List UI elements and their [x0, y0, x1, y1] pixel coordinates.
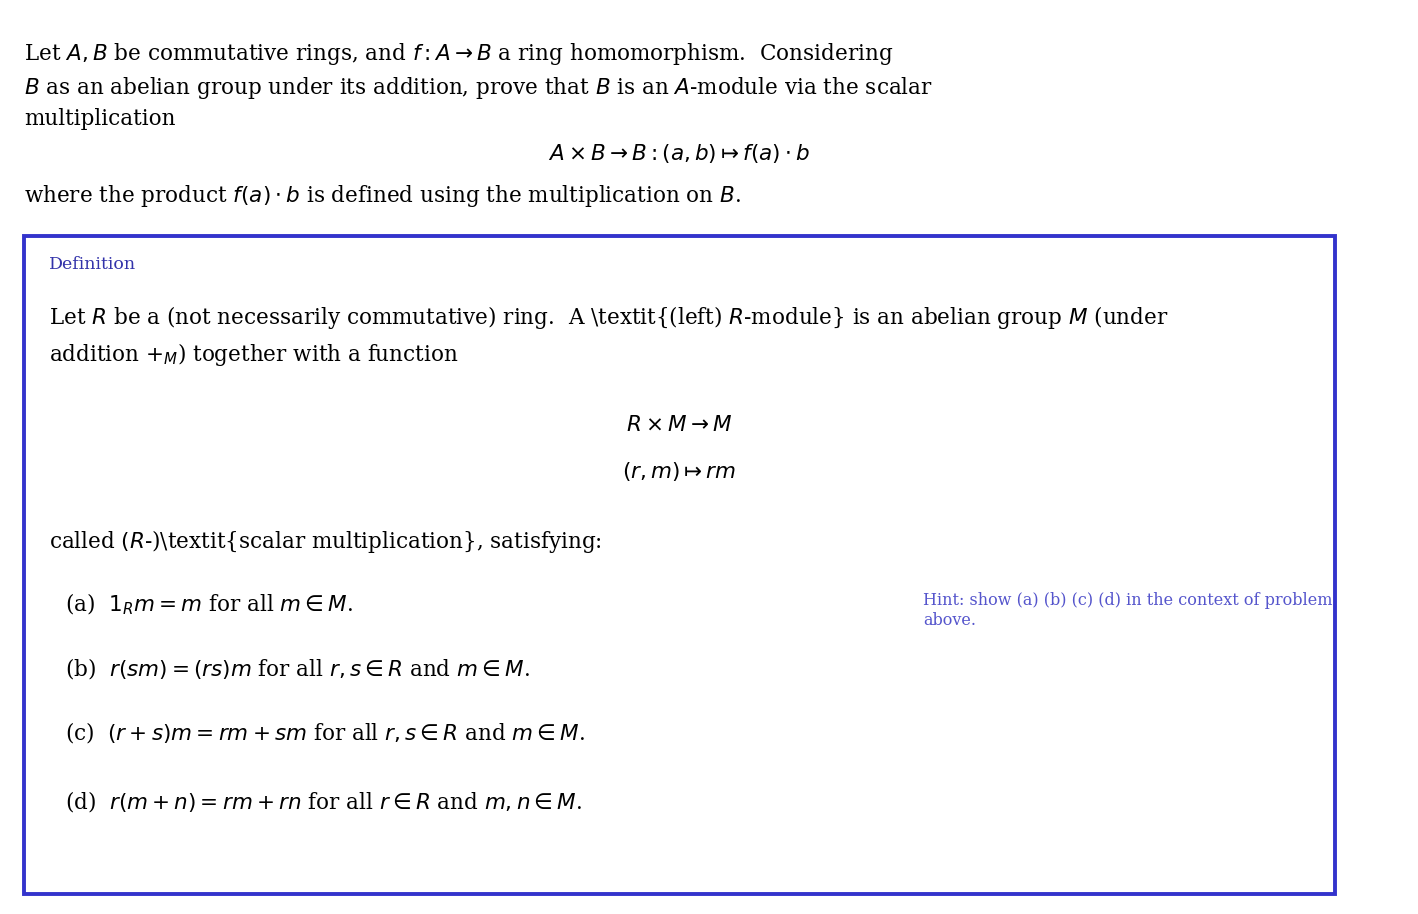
- Text: Let $R$ be a (not necessarily commutative) ring.  A \textit{(left) $R$-module} i: Let $R$ be a (not necessarily commutativ…: [48, 304, 1168, 332]
- Text: (b)  $r(sm) = (rs)m$ for all $r, s \in R$ and $m \in M$.: (b) $r(sm) = (rs)m$ for all $r, s \in R$…: [65, 656, 530, 681]
- Text: Hint: show (a) (b) (c) (d) in the context of problem
above.: Hint: show (a) (b) (c) (d) in the contex…: [923, 592, 1333, 629]
- Text: Definition: Definition: [48, 256, 136, 273]
- Text: called $(R$-)\textit{scalar multiplication}, satisfying:: called $(R$-)\textit{scalar multiplicati…: [48, 528, 601, 556]
- Text: $B$ as an abelian group under its addition, prove that $B$ is an $A$-module via : $B$ as an abelian group under its additi…: [24, 75, 933, 101]
- Text: $R \times M \to M$: $R \times M \to M$: [625, 414, 732, 436]
- Text: (c)  $(r + s)m = rm + sm$ for all $r, s \in R$ and $m \in M$.: (c) $(r + s)m = rm + sm$ for all $r, s \…: [65, 720, 586, 745]
- Text: multiplication: multiplication: [24, 108, 176, 130]
- Text: addition $+_M$) together with a function: addition $+_M$) together with a function: [48, 341, 458, 368]
- Text: $(r, m) \mapsto rm$: $(r, m) \mapsto rm$: [623, 460, 736, 483]
- Text: Let $A,B$ be commutative rings, and $f : A \to B$ a ring homomorphism.  Consider: Let $A,B$ be commutative rings, and $f :…: [24, 41, 893, 67]
- Text: (a)  $1_R m = m$ for all $m \in M$.: (a) $1_R m = m$ for all $m \in M$.: [65, 592, 353, 618]
- FancyBboxPatch shape: [24, 236, 1334, 894]
- Text: (d)  $r(m + n) = rm + rn$ for all $r \in R$ and $m, n \in M$.: (d) $r(m + n) = rm + rn$ for all $r \in …: [65, 789, 583, 813]
- Text: where the product $f(a) \cdot b$ is defined using the multiplication on $B$.: where the product $f(a) \cdot b$ is defi…: [24, 183, 742, 208]
- Text: $A \times B \to B : (a, b) \mapsto f(a) \cdot b$: $A \times B \to B : (a, b) \mapsto f(a) …: [547, 142, 810, 165]
